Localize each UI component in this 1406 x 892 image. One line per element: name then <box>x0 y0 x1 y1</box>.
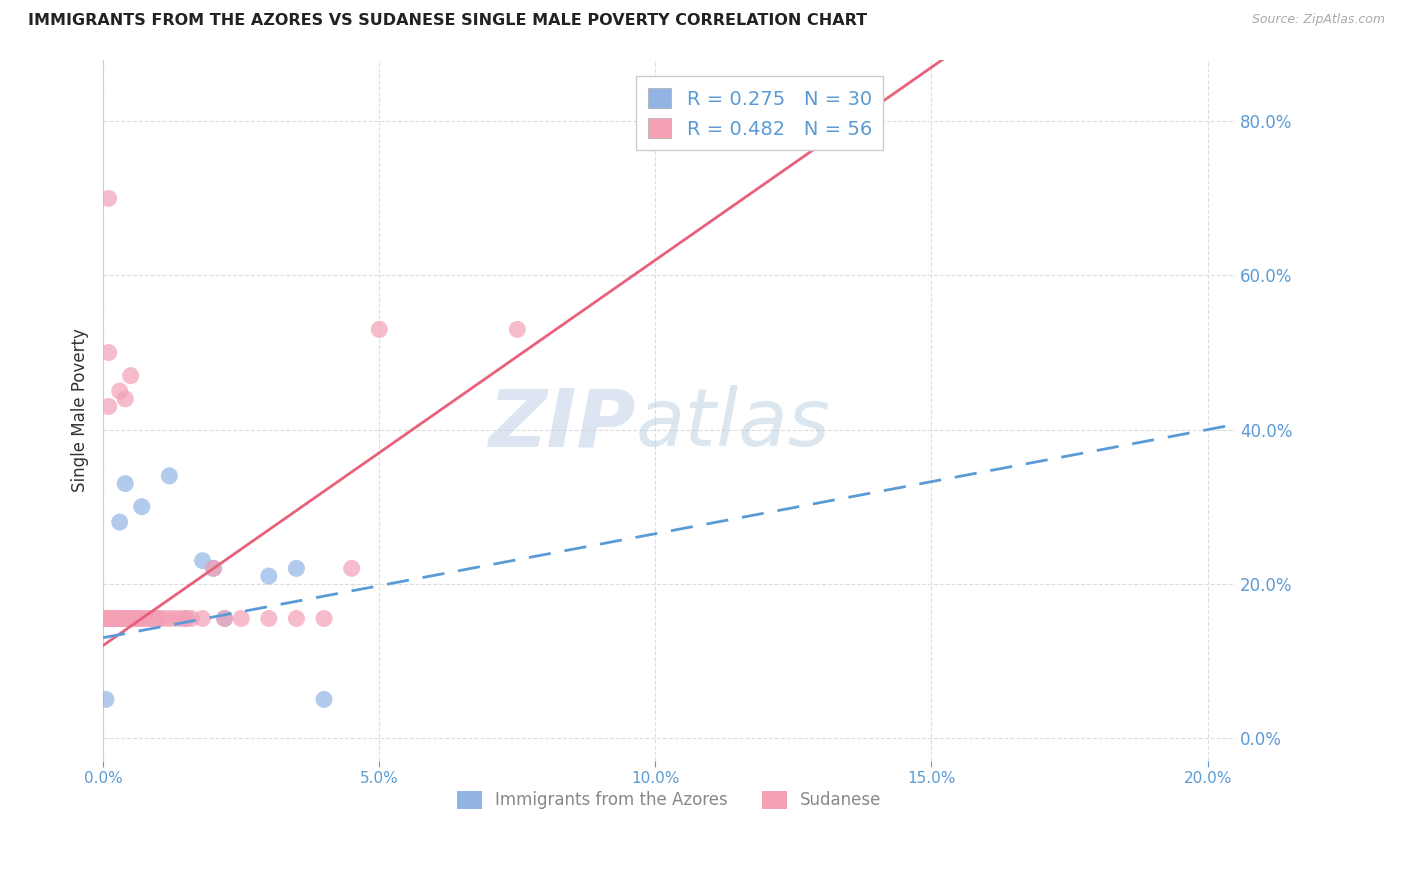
Point <box>340 561 363 575</box>
Point <box>94 611 117 625</box>
Point <box>103 611 125 625</box>
Point <box>157 468 180 483</box>
Point <box>114 611 136 625</box>
Point <box>103 611 125 625</box>
Point <box>368 322 391 336</box>
Point <box>312 611 335 625</box>
Point <box>100 611 122 625</box>
Point <box>506 322 529 336</box>
Point <box>114 611 136 625</box>
Point <box>114 392 136 406</box>
Text: ZIP: ZIP <box>488 385 636 463</box>
Point <box>108 611 131 625</box>
Y-axis label: Single Male Poverty: Single Male Poverty <box>72 328 89 492</box>
Point <box>180 611 202 625</box>
Point <box>103 611 125 625</box>
Point <box>191 611 214 625</box>
Point <box>96 611 118 625</box>
Point <box>97 611 120 625</box>
Point <box>108 611 131 625</box>
Point <box>174 611 197 625</box>
Point <box>114 611 136 625</box>
Point <box>108 384 131 398</box>
Point <box>97 611 120 625</box>
Point <box>202 561 225 575</box>
Point <box>97 611 120 625</box>
Point <box>97 611 120 625</box>
Point <box>163 611 186 625</box>
Point <box>153 611 176 625</box>
Point <box>108 611 131 625</box>
Text: IMMIGRANTS FROM THE AZORES VS SUDANESE SINGLE MALE POVERTY CORRELATION CHART: IMMIGRANTS FROM THE AZORES VS SUDANESE S… <box>28 13 868 29</box>
Point <box>97 345 120 359</box>
Text: Source: ZipAtlas.com: Source: ZipAtlas.com <box>1251 13 1385 27</box>
Point <box>94 611 117 625</box>
Point <box>131 611 153 625</box>
Point <box>191 554 214 568</box>
Point <box>108 611 131 625</box>
Point <box>97 611 120 625</box>
Point <box>125 611 148 625</box>
Point <box>120 368 142 383</box>
Point <box>148 611 170 625</box>
Point <box>98 611 121 625</box>
Point <box>103 611 125 625</box>
Point <box>120 611 142 625</box>
Point <box>94 611 117 625</box>
Point <box>97 611 120 625</box>
Point <box>94 611 117 625</box>
Point <box>97 400 120 414</box>
Point <box>120 611 142 625</box>
Point <box>174 611 197 625</box>
Point <box>96 611 118 625</box>
Point <box>125 611 148 625</box>
Point <box>231 611 253 625</box>
Point <box>100 611 122 625</box>
Point <box>214 611 236 625</box>
Legend: Immigrants from the Azores, Sudanese: Immigrants from the Azores, Sudanese <box>450 784 889 816</box>
Point <box>131 611 153 625</box>
Point <box>312 692 335 706</box>
Point <box>131 500 153 514</box>
Point <box>169 611 191 625</box>
Point <box>148 611 170 625</box>
Point <box>202 561 225 575</box>
Text: atlas: atlas <box>636 385 830 463</box>
Point <box>285 611 308 625</box>
Point <box>97 191 120 205</box>
Point <box>108 611 131 625</box>
Point <box>108 515 131 529</box>
Point <box>285 561 308 575</box>
Point <box>136 611 159 625</box>
Point <box>103 611 125 625</box>
Point <box>142 611 165 625</box>
Point <box>94 692 117 706</box>
Point <box>103 611 125 625</box>
Point <box>98 611 121 625</box>
Point <box>120 611 142 625</box>
Point <box>114 611 136 625</box>
Point <box>114 476 136 491</box>
Point <box>103 611 125 625</box>
Point <box>108 611 131 625</box>
Point <box>257 569 280 583</box>
Point <box>120 611 142 625</box>
Point <box>103 611 125 625</box>
Point <box>97 611 120 625</box>
Point <box>142 611 165 625</box>
Point <box>136 611 159 625</box>
Point <box>257 611 280 625</box>
Point <box>120 611 142 625</box>
Point <box>157 611 180 625</box>
Point <box>148 611 170 625</box>
Point <box>214 611 236 625</box>
Point <box>125 611 148 625</box>
